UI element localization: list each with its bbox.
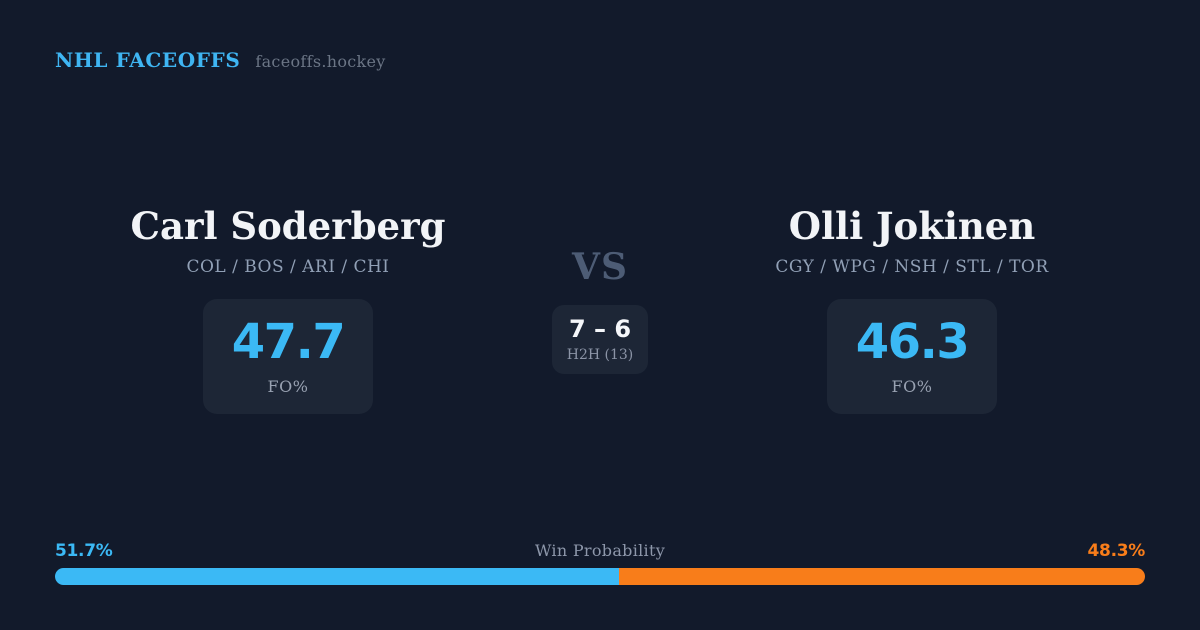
player-left-fo-label: FO% bbox=[267, 376, 309, 396]
player-left-teams: COL / BOS / ARI / CHI bbox=[186, 256, 390, 277]
h2h-box: 7 – 6 H2H (13) bbox=[552, 305, 648, 374]
brand-title: NHL FACEOFFS bbox=[55, 48, 241, 72]
player-right-fo-label: FO% bbox=[891, 376, 933, 396]
player-left-stat-box: 47.7 FO% bbox=[203, 298, 373, 414]
player-right-stat-box: 46.3 FO% bbox=[827, 298, 997, 414]
h2h-score: 7 – 6 bbox=[568, 315, 632, 343]
player-right-fo-pct: 46.3 bbox=[855, 313, 970, 370]
versus-column: VS 7 – 6 H2H (13) bbox=[500, 249, 700, 374]
player-right-teams: CGY / WPG / NSH / STL / TOR bbox=[775, 256, 1049, 277]
vs-label: VS bbox=[572, 246, 628, 288]
win-probability-labels: 51.7% Win Probability 48.3% bbox=[55, 541, 1145, 561]
player-left-name: Carl Soderberg bbox=[130, 204, 446, 248]
win-probability-title: Win Probability bbox=[534, 541, 666, 560]
player-left-fo-pct: 47.7 bbox=[231, 313, 346, 370]
player-left: Carl Soderberg COL / BOS / ARI / CHI 47.… bbox=[88, 205, 488, 414]
win-pct-left: 51.7% bbox=[55, 541, 113, 561]
site-url: faceoffs.hockey bbox=[255, 52, 386, 71]
win-pct-right: 48.3% bbox=[1087, 541, 1146, 561]
player-right: Olli Jokinen CGY / WPG / NSH / STL / TOR… bbox=[712, 205, 1112, 414]
win-bar-fill-left bbox=[55, 568, 619, 585]
win-probability-bar bbox=[55, 568, 1145, 585]
win-bar-fill-right bbox=[618, 568, 1145, 585]
h2h-label: H2H (13) bbox=[566, 347, 634, 363]
header: NHL FACEOFFS faceoffs.hockey bbox=[55, 48, 386, 72]
player-right-name: Olli Jokinen bbox=[788, 204, 1036, 248]
